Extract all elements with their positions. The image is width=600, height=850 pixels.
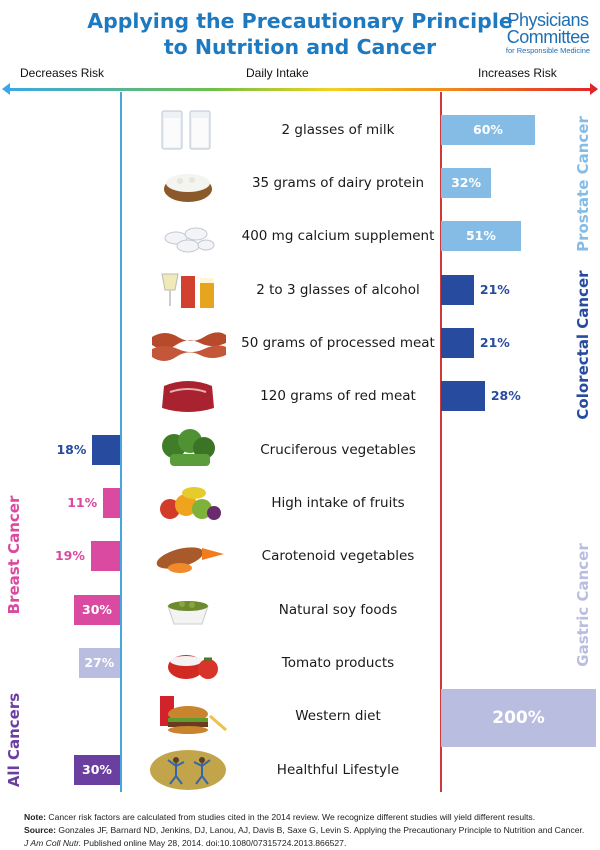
value-label: 21% <box>479 282 510 297</box>
journal-name: J Am Coll Nutr. <box>24 838 82 848</box>
value-label: 32% <box>451 175 482 190</box>
red-meat-icon <box>140 374 235 418</box>
category-label: Natural soy foods <box>278 602 398 618</box>
bar <box>441 221 521 251</box>
value-label: 11% <box>67 495 98 510</box>
value-label: 60% <box>473 122 503 137</box>
published-text: Published online May 28, 2014. doi:10.10… <box>81 838 347 848</box>
risk-axis <box>6 88 596 91</box>
tomato-icon <box>140 641 235 685</box>
chart-row: Cruciferous vegetables 18% <box>0 428 600 472</box>
alcohol-icon <box>140 268 235 312</box>
bar <box>74 755 120 785</box>
chart-row: Healthful Lifestyle 30% <box>0 748 600 792</box>
value-label: 21% <box>479 335 510 350</box>
chart-row: 35 grams of dairy protein 32% <box>0 161 600 205</box>
fruits-icon <box>140 481 235 525</box>
chart-row: Carotenoid vegetables 19% <box>0 534 600 578</box>
logo-line1: Physicians <box>507 10 589 30</box>
category-label: 120 grams of red meat <box>260 388 416 404</box>
note-text: Cancer risk factors are calculated from … <box>45 812 536 822</box>
bar <box>92 435 120 465</box>
exercise-icon <box>140 748 235 792</box>
increase-baseline <box>440 92 442 792</box>
decrease-baseline <box>120 92 122 792</box>
logo-line2: Committee <box>506 27 590 47</box>
bar <box>74 595 120 625</box>
chart-row: 2 glasses of milk 60% <box>0 108 600 152</box>
broccoli-icon <box>140 428 235 472</box>
chart-row: Western diet <box>0 694 600 738</box>
header-decreases-risk: Decreases Risk <box>20 66 105 80</box>
group-label-breast: Breast Cancer <box>5 495 23 615</box>
chart-row: 400 mg calcium supplement 51% <box>0 214 600 258</box>
category-label: 50 grams of processed meat <box>241 335 435 351</box>
milk-icon <box>140 108 235 152</box>
bacon-icon <box>140 321 235 365</box>
bar <box>78 648 120 678</box>
chart-row: 50 grams of processed meat 21% <box>0 321 600 365</box>
bar <box>441 275 474 305</box>
category-label: Western diet <box>295 708 381 724</box>
source-text: Gonzales JF, Barnard ND, Jenkins, DJ, La… <box>56 825 585 835</box>
value-label: 19% <box>54 548 85 563</box>
note-line: Note: Cancer risk factors are calculated… <box>24 811 594 824</box>
logo-line3: for Responsible Medicine <box>505 46 591 55</box>
header-increases-risk: Increases Risk <box>478 66 557 80</box>
group-label-prostate: Prostate Cancer <box>574 116 592 252</box>
value-label: 30% <box>82 762 112 777</box>
burger-fries-icon <box>140 694 235 738</box>
title-line2: to Nutrition and Cancer <box>163 35 437 59</box>
category-label: 2 to 3 glasses of alcohol <box>256 282 420 298</box>
chart-row: High intake of fruits 11% <box>0 481 600 525</box>
title-line1: Applying the Precautionary Principle <box>87 9 513 33</box>
group-label-all: All Cancers <box>5 692 23 788</box>
chart-row: 120 grams of red meat 28% <box>0 374 600 418</box>
value-label: 51% <box>465 228 496 243</box>
value-label: 18% <box>56 442 87 457</box>
value-label: 27% <box>84 655 115 670</box>
category-label: High intake of fruits <box>271 495 405 511</box>
note-label: Note: <box>24 812 46 822</box>
category-label: Carotenoid vegetables <box>261 548 415 564</box>
header-daily-intake: Daily Intake <box>246 66 309 80</box>
arrow-right-icon <box>590 83 598 95</box>
category-label: 400 mg calcium supplement <box>241 228 435 244</box>
bar <box>103 488 120 518</box>
bar <box>441 328 474 358</box>
category-label: 35 grams of dairy protein <box>251 175 425 191</box>
chart-row: Tomato products 27% <box>0 641 600 685</box>
group-label-colorectal: Colorectal Cancer <box>574 270 592 420</box>
bar <box>441 115 535 145</box>
source-label: Source: <box>24 825 56 835</box>
source-line: Source: Gonzales JF, Barnard ND, Jenkins… <box>24 824 594 850</box>
bar <box>441 168 492 198</box>
group-label-gastric: Gastric Cancer <box>574 543 592 667</box>
chart-row: Natural soy foods 30% <box>0 588 600 632</box>
arrow-left-icon <box>2 83 10 95</box>
pcrm-logo: Physicians Committee for Responsible Med… <box>502 10 594 56</box>
sweet-potato-icon <box>140 534 235 578</box>
category-label: Cruciferous vegetables <box>260 442 416 458</box>
calcium-pills-icon <box>140 214 235 258</box>
cottage-cheese-icon <box>140 161 235 205</box>
chart-row: 2 to 3 glasses of alcohol 21% <box>0 268 600 312</box>
value-label: 28% <box>490 388 521 403</box>
value-label: 200% <box>492 708 545 728</box>
bar <box>441 381 485 411</box>
category-label: Tomato products <box>281 655 395 671</box>
soybeans-icon <box>140 588 235 632</box>
footnote: Note: Cancer risk factors are calculated… <box>24 811 594 850</box>
bar: 200% <box>441 689 596 747</box>
category-label: Healthful Lifestyle <box>276 762 400 778</box>
category-label: 2 glasses of milk <box>281 122 395 138</box>
bar <box>90 541 120 571</box>
value-label: 30% <box>82 602 112 617</box>
